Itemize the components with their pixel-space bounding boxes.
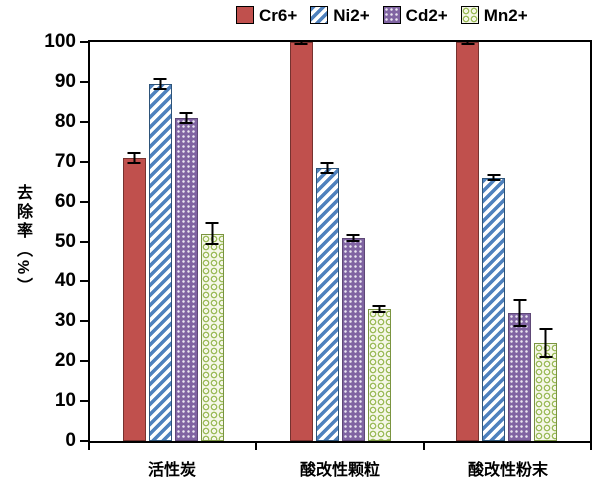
category-group-2 — [257, 42, 424, 441]
y-tick-mark — [80, 360, 88, 363]
bar-cr6-group3 — [456, 42, 480, 441]
error-bar — [179, 111, 193, 124]
y-tick-label: 100 — [44, 31, 76, 52]
bar-fill — [456, 42, 480, 441]
bar-mn2-group1 — [200, 222, 224, 441]
x-tick-mark — [423, 443, 425, 450]
y-tick-label: 40 — [54, 270, 76, 292]
y-tick-mark — [80, 240, 88, 243]
bar-cd2-group1 — [174, 111, 198, 441]
error-bar — [294, 42, 308, 46]
error-bar — [461, 42, 475, 46]
bar-fill — [482, 177, 506, 441]
error-bar — [320, 161, 334, 174]
bar-cd2-group2 — [341, 233, 365, 441]
bar-ni2-group2 — [315, 161, 339, 441]
y-tick-label: 70 — [54, 150, 76, 172]
y-tick-label: 50 — [54, 230, 76, 252]
y-tick-mark — [80, 41, 88, 43]
bar-fill — [200, 233, 224, 441]
x-tick-mark — [590, 443, 592, 450]
y-tick-label: 20 — [54, 350, 76, 372]
y-tick-label: 90 — [54, 70, 76, 92]
error-bar — [513, 299, 527, 328]
y-axis-title: 去除率（%） — [14, 184, 31, 297]
bar-mn2-group3 — [534, 328, 558, 441]
bar-fill — [289, 42, 313, 441]
bar-fill — [122, 157, 146, 441]
bar-ni2-group3 — [482, 174, 506, 441]
bar-cr6-group2 — [289, 42, 313, 441]
legend-item-cr6: Cr6+ — [236, 6, 297, 24]
bar-fill — [367, 309, 391, 441]
error-bar — [153, 77, 167, 90]
y-tick-mark — [80, 400, 88, 403]
y-tick-mark — [80, 80, 88, 83]
error-bar — [539, 328, 553, 359]
y-tick-mark — [80, 120, 88, 123]
y-tick-mark — [80, 280, 88, 283]
x-category-label: 活性炭 — [147, 462, 196, 479]
y-tick-label: 10 — [54, 390, 76, 412]
legend-swatch-cr6 — [236, 6, 254, 24]
y-tick-mark — [80, 320, 88, 323]
legend-label-ni2: Ni2+ — [333, 5, 370, 25]
legend-item-mn2: Mn2+ — [460, 5, 528, 25]
legend-label-cd2: Cd2+ — [405, 5, 448, 25]
legend: Cr6+ Ni2+ Cd2+ Mn2+ — [236, 6, 528, 24]
x-category-label: 酸改性粉末 — [467, 462, 548, 479]
legend-item-cd2: Cd2+ — [382, 5, 448, 25]
legend-swatch-ni2 — [310, 6, 329, 24]
legend-label-cr6: Cr6+ — [259, 5, 298, 25]
error-bar — [372, 305, 386, 314]
legend-item-ni2: Ni2+ — [310, 5, 370, 25]
legend-swatch-mn2 — [460, 6, 479, 24]
bar-ni2-group1 — [148, 77, 172, 441]
bar-cd2-group3 — [508, 299, 532, 441]
plot-area — [88, 40, 592, 443]
y-tick-label: 0 — [65, 430, 76, 451]
bar-fill — [341, 237, 365, 441]
error-bar — [205, 222, 219, 245]
category-group-1 — [90, 42, 257, 441]
x-category-label: 酸改性颗粒 — [299, 462, 380, 479]
y-tick-mark — [80, 200, 88, 203]
legend-swatch-cd2 — [382, 6, 401, 24]
bar-cr6-group1 — [122, 151, 146, 441]
error-bar — [127, 151, 141, 164]
bar-mn2-group2 — [367, 305, 391, 441]
legend-label-mn2: Mn2+ — [483, 5, 528, 25]
y-tick-mark — [80, 160, 88, 163]
y-tick-label: 80 — [54, 110, 76, 132]
category-group-3 — [423, 42, 590, 441]
bar-fill — [174, 117, 198, 441]
error-bar — [346, 233, 360, 242]
y-tick-mark — [80, 440, 88, 442]
y-tick-label: 30 — [54, 310, 76, 332]
bar-fill — [315, 167, 339, 441]
bar-fill — [148, 83, 172, 441]
bar-fill — [508, 313, 532, 441]
x-tick-mark — [255, 443, 257, 450]
error-bar — [487, 174, 501, 181]
x-tick-mark — [88, 443, 90, 450]
y-tick-label: 60 — [54, 190, 76, 212]
